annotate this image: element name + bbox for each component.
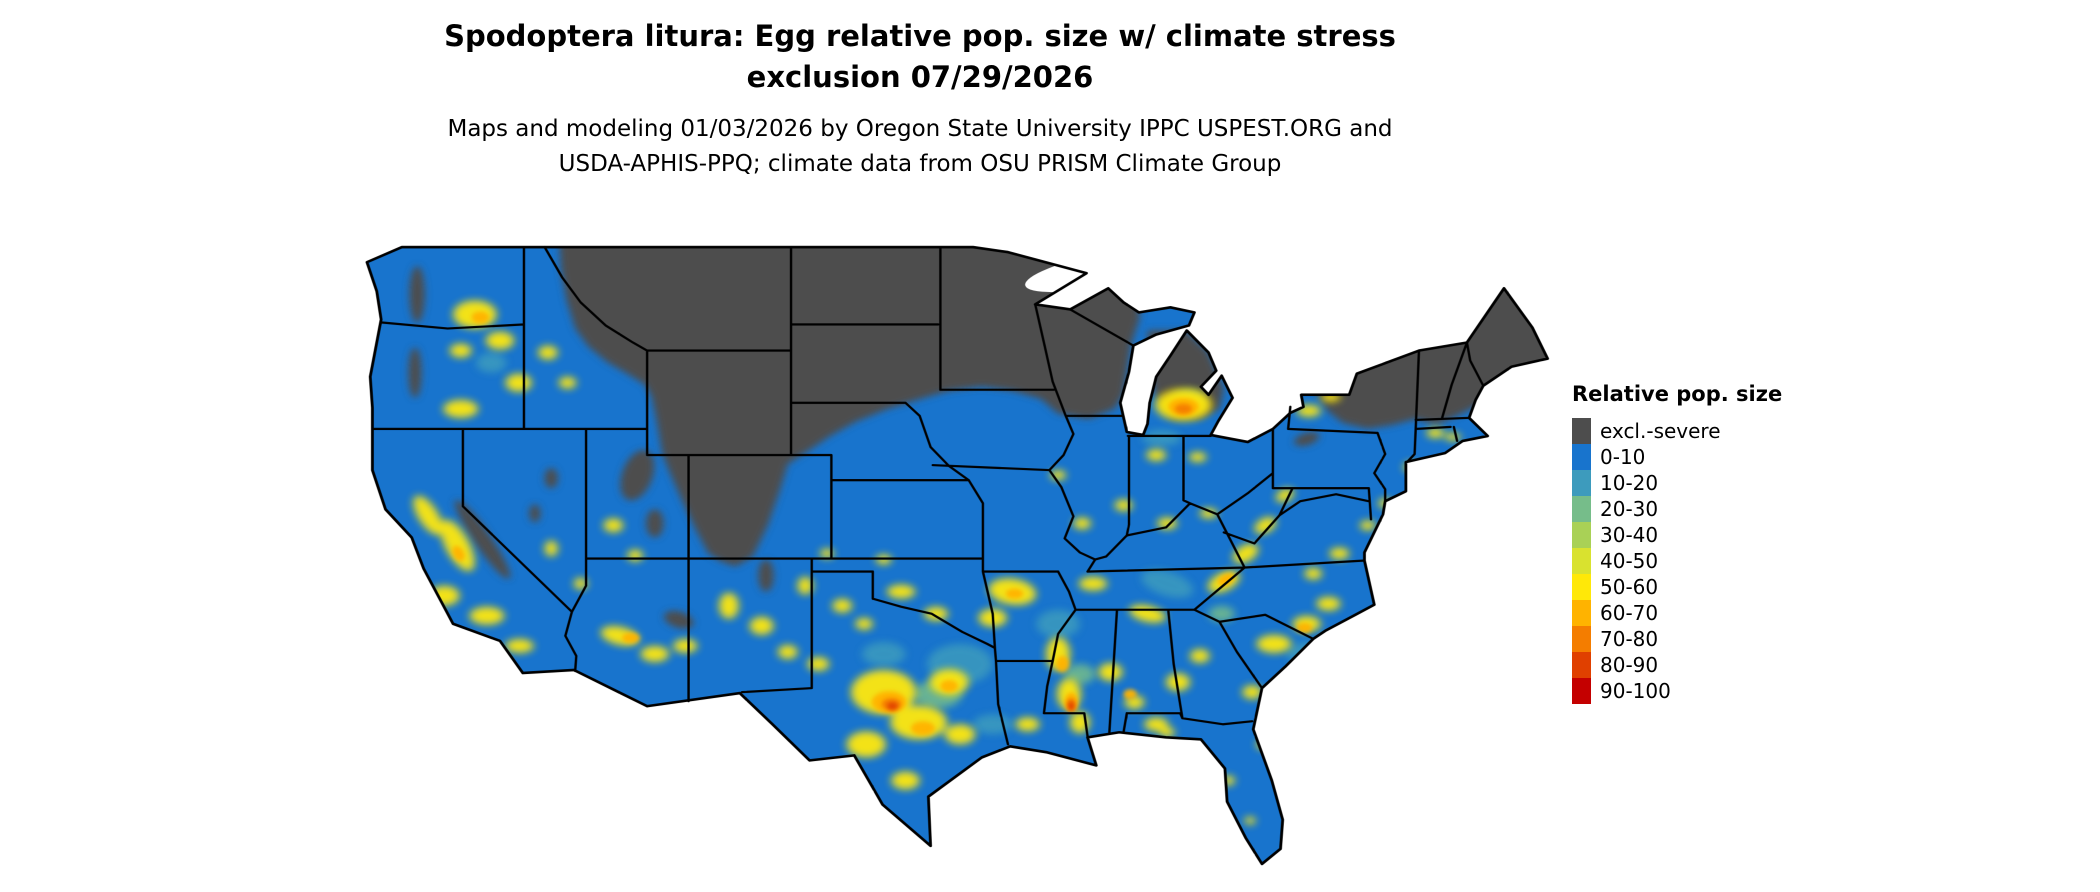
legend-item: 50-60 [1572, 574, 1852, 600]
legend-label: 60-70 [1600, 601, 1659, 625]
legend-label: 50-60 [1600, 575, 1659, 599]
map-subtitle-line1: Maps and modeling 01/03/2026 by Oregon S… [447, 116, 1393, 143]
header: Spodoptera litura: Egg relative pop. siz… [300, 16, 1540, 181]
legend-swatch [1572, 470, 1591, 496]
legend-label: 0-10 [1600, 445, 1646, 469]
us-map [295, 222, 1625, 885]
legend-label: 80-90 [1600, 653, 1659, 677]
map-title-line1: Spodoptera litura: Egg relative pop. siz… [444, 19, 1396, 53]
legend-swatch [1572, 522, 1591, 548]
legend-title: Relative pop. size [1572, 382, 1783, 406]
legend-label: excl.-severe [1600, 419, 1721, 443]
legend-swatch [1572, 418, 1591, 444]
map-title-line2: exclusion 07/29/2026 [746, 60, 1094, 95]
legend-label: 90-100 [1600, 679, 1671, 703]
legend-label: 30-40 [1600, 523, 1659, 547]
legend-swatch [1572, 444, 1591, 470]
legend-items: excl.-severe 0-10 10-20 20-30 30-40 40-50 50-6… [1572, 418, 1852, 704]
legend-item: 60-70 [1572, 600, 1852, 626]
legend-label: 70-80 [1600, 627, 1659, 651]
legend-item: 80-90 [1572, 652, 1852, 678]
legend-item: 90-100 [1572, 678, 1852, 704]
legend-swatch [1572, 496, 1591, 522]
us-map-svg [365, 244, 1550, 866]
legend-item: 0-10 [1572, 444, 1852, 470]
map-subtitle-line2: USDA-APHIS-PPQ; climate data from OSU PR… [558, 150, 1282, 177]
state-borders-west [372, 246, 1060, 746]
legend-item: 70-80 [1572, 626, 1852, 652]
legend-item: excl.-severe [1572, 418, 1852, 444]
pop-80-90-patches [886, 701, 1075, 712]
legend-item: 40-50 [1572, 548, 1852, 574]
lake-superior [1025, 244, 1201, 293]
map-subtitle: Maps and modeling 01/03/2026 by Oregon S… [300, 112, 1540, 181]
legend-label: 10-20 [1600, 471, 1659, 495]
legend-swatch [1572, 678, 1591, 704]
legend-swatch [1572, 574, 1591, 600]
legend: Relative pop. size excl.-severe 0-10 10-20… [1572, 382, 1852, 704]
legend-label: 40-50 [1600, 549, 1659, 573]
pop-50-60-patches [392, 300, 1461, 825]
legend-item: 30-40 [1572, 522, 1852, 548]
legend-label: 20-30 [1600, 497, 1659, 521]
legend-item: 20-30 [1572, 496, 1852, 522]
legend-swatch [1572, 548, 1591, 574]
legend-item: 10-20 [1572, 470, 1852, 496]
legend-swatch [1572, 626, 1591, 652]
state-borders-east [931, 303, 1485, 738]
legend-swatch [1572, 652, 1591, 678]
legend-swatch [1572, 600, 1591, 626]
